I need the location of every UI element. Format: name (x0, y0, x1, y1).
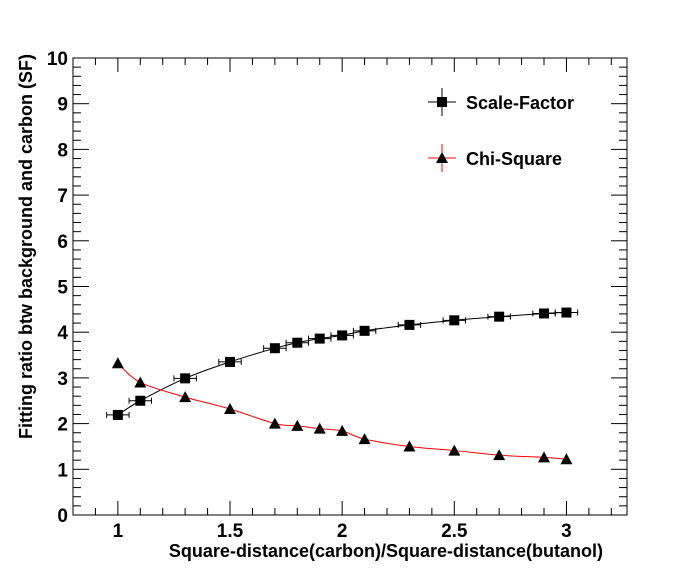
data-point (560, 453, 573, 465)
data-point (449, 315, 460, 326)
y-tick-label: 7 (57, 186, 68, 207)
data-point (404, 319, 415, 330)
y-tick-label: 0 (57, 506, 68, 527)
data-point (292, 337, 303, 348)
legend-entry: Scale-Factor (428, 88, 574, 116)
legend-label: Scale-Factor (466, 93, 574, 113)
y-tick-label: 1 (57, 460, 68, 481)
data-point (493, 449, 506, 461)
x-tick-label: 3 (561, 521, 572, 542)
data-point (268, 417, 281, 429)
x-tick-label: 1 (113, 521, 124, 542)
data-point (403, 440, 416, 452)
data-point (337, 330, 348, 341)
y-tick-label: 5 (57, 278, 68, 299)
data-point (180, 373, 191, 384)
data-point (313, 422, 326, 434)
data-point (494, 311, 505, 322)
data-point (269, 343, 280, 354)
data-point (112, 409, 123, 420)
legend-marker (436, 152, 448, 163)
y-tick-label: 3 (57, 369, 68, 390)
data-point (358, 433, 371, 445)
data-point (539, 308, 550, 319)
data-point (314, 333, 325, 344)
legend: Scale-Factor Chi-Square (428, 88, 574, 172)
x-tick-label: 1.5 (217, 521, 244, 542)
series-layer (106, 307, 579, 465)
data-point (291, 419, 304, 431)
data-point (134, 376, 147, 388)
x-axis-title: Square-distance(carbon)/Square-distance(… (169, 541, 603, 561)
y-tick-label: 4 (57, 323, 68, 344)
y-tick-label: 6 (57, 232, 68, 253)
x-tick-label: 2.5 (441, 521, 468, 542)
data-point (448, 444, 461, 456)
data-point (359, 325, 370, 336)
y-tick-label: 8 (57, 140, 68, 161)
y-axis-title: Fitting ratio btw background and carbon … (16, 54, 36, 439)
data-point (561, 307, 572, 318)
data-point (224, 402, 237, 414)
y-tick-label: 9 (57, 95, 68, 116)
legend-marker (437, 97, 447, 107)
x-tick-label: 2 (337, 521, 348, 542)
series-chi-square (111, 357, 573, 465)
axes: 0 1 2 3 4 5 6 7 8 9 10 1 1.5 2 2.5 3 (47, 49, 627, 542)
legend-entry: Chi-Square (428, 144, 562, 172)
data-point (111, 357, 124, 369)
y-tick-label: 10 (47, 49, 68, 70)
y-tick-label: 2 (57, 415, 68, 436)
data-point (225, 356, 236, 367)
data-point (135, 395, 146, 406)
data-point (179, 391, 192, 403)
series-scale-factor (106, 307, 579, 420)
legend-label: Chi-Square (466, 149, 562, 169)
data-point (336, 424, 349, 436)
data-point (538, 451, 551, 463)
